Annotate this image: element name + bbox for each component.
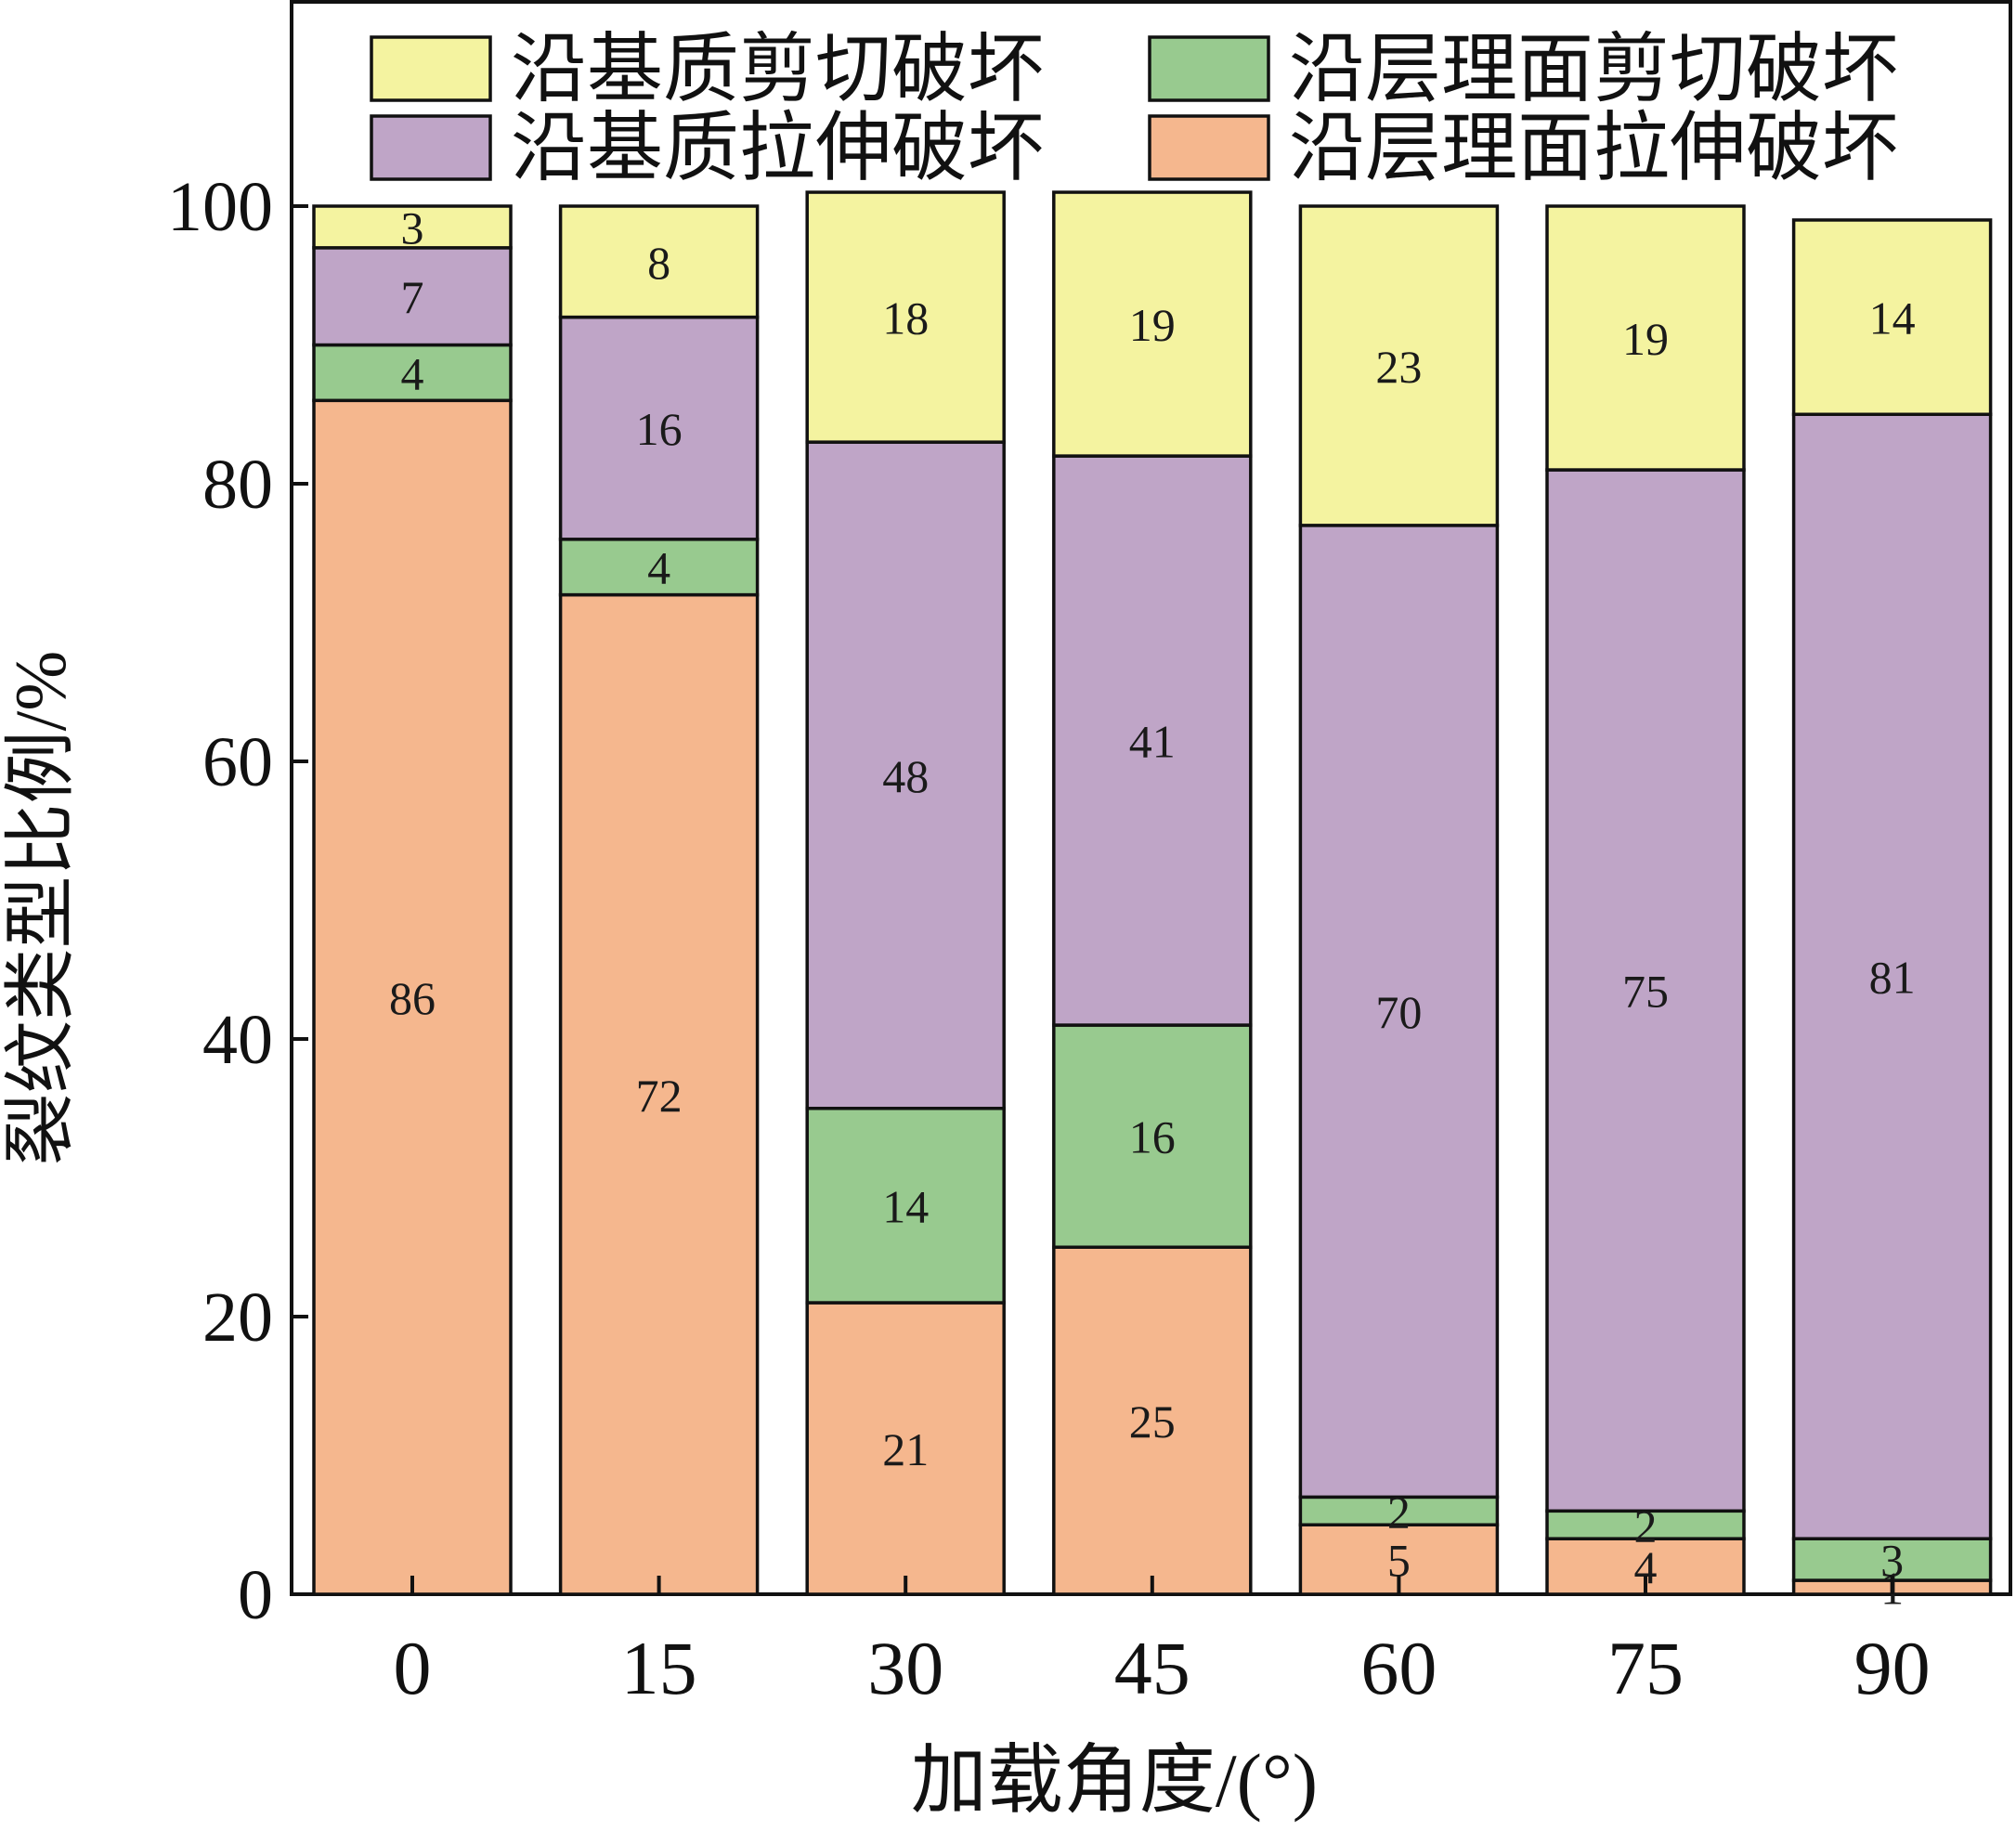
x-axis: 0 15 30 45 60 75 90 bbox=[394, 1576, 1931, 1710]
data-label-15-s0: 72 bbox=[636, 1070, 683, 1122]
data-label-60-s1: 2 bbox=[1387, 1486, 1411, 1538]
bars-group bbox=[312, 190, 1993, 1596]
data-label-0-s2: 7 bbox=[401, 271, 424, 323]
bar-segment-15-s3 bbox=[558, 204, 760, 319]
y-tick-label-0: 0 bbox=[238, 1556, 273, 1634]
bar-segment-90-s2 bbox=[1791, 412, 1993, 1540]
y-tick-label-40: 40 bbox=[202, 1001, 273, 1079]
legend-swatch-0 bbox=[1148, 114, 1270, 181]
bar-segment-90-s3 bbox=[1791, 218, 1993, 416]
legend-swatch-3 bbox=[370, 35, 492, 102]
bar-segment-15-s2 bbox=[558, 315, 760, 541]
legend-swatch-2 bbox=[370, 114, 492, 181]
bar-segment-45-s0 bbox=[1052, 1245, 1253, 1596]
bar-segment-0-s1 bbox=[312, 343, 513, 403]
x-tick-label-60: 60 bbox=[1360, 1626, 1437, 1710]
data-label-90-s3: 14 bbox=[1869, 292, 1916, 344]
bar-segment-60-s2 bbox=[1298, 524, 1500, 1500]
bar-segment-30-s3 bbox=[805, 190, 1006, 444]
data-label-30-s1: 14 bbox=[882, 1180, 929, 1232]
data-label-0-s1: 4 bbox=[401, 347, 424, 399]
data-label-45-s0: 25 bbox=[1129, 1396, 1176, 1448]
data-label-75-s2: 75 bbox=[1622, 966, 1669, 1018]
bar-segment-0-s3 bbox=[312, 204, 513, 250]
y-axis: 0 20 40 60 80 100 bbox=[167, 168, 308, 1634]
x-axis-title: 加载角度/(°) bbox=[911, 1738, 1318, 1823]
bar-segment-30-s2 bbox=[805, 440, 1006, 1110]
data-label-75-s1: 2 bbox=[1634, 1500, 1658, 1552]
x-tick-label-15: 15 bbox=[621, 1626, 697, 1710]
data-label-60-s3: 23 bbox=[1375, 341, 1422, 393]
data-label-15-s3: 8 bbox=[647, 237, 670, 289]
data-label-30-s2: 48 bbox=[882, 750, 929, 802]
bar-segment-75-s2 bbox=[1545, 468, 1746, 1513]
data-label-15-s1: 4 bbox=[647, 542, 670, 594]
x-tick-label-90: 90 bbox=[1854, 1626, 1931, 1710]
legend-label-2: 沿基质拉伸破坏 bbox=[511, 104, 1044, 192]
data-label-0-s0: 86 bbox=[389, 972, 436, 1024]
x-tick-label-75: 75 bbox=[1607, 1626, 1684, 1710]
y-tick-label-80: 80 bbox=[202, 446, 273, 524]
bar-segment-45-s1 bbox=[1052, 1023, 1253, 1250]
data-label-0-s3: 3 bbox=[401, 201, 424, 253]
x-tick-label-0: 0 bbox=[394, 1626, 432, 1710]
data-label-15-s2: 16 bbox=[636, 403, 683, 455]
data-label-60-s2: 70 bbox=[1375, 986, 1422, 1038]
bar-segment-15-s1 bbox=[558, 538, 760, 597]
data-label-45-s3: 19 bbox=[1129, 299, 1176, 351]
x-tick-label-45: 45 bbox=[1114, 1626, 1190, 1710]
y-tick-label-20: 20 bbox=[202, 1279, 273, 1357]
legend-label-0: 沿层理面拉伸破坏 bbox=[1289, 104, 1898, 192]
legend-label-1: 沿层理面剪切破坏 bbox=[1289, 25, 1898, 113]
data-label-90-s2: 81 bbox=[1869, 952, 1916, 1004]
y-tick-label-60: 60 bbox=[202, 723, 273, 801]
legend-label-3: 沿基质剪切破坏 bbox=[511, 25, 1044, 113]
bar-segment-45-s2 bbox=[1052, 454, 1253, 1027]
x-tick-label-30: 30 bbox=[867, 1626, 943, 1710]
y-tick-label-100: 100 bbox=[167, 168, 273, 246]
data-label-45-s2: 41 bbox=[1129, 716, 1176, 768]
bar-segment-30-s1 bbox=[805, 1107, 1006, 1305]
y-axis-title: 裂纹类型比例/% bbox=[0, 651, 81, 1166]
bar-segment-60-s3 bbox=[1298, 204, 1500, 527]
bar-segment-60-s1 bbox=[1298, 1495, 1500, 1526]
legend-swatch-1 bbox=[1148, 35, 1270, 102]
data-label-30-s0: 21 bbox=[882, 1423, 929, 1475]
bar-segment-30-s0 bbox=[805, 1301, 1006, 1596]
data-label-75-s3: 19 bbox=[1622, 313, 1669, 365]
data-label-30-s3: 18 bbox=[882, 292, 929, 344]
data-label-45-s1: 16 bbox=[1129, 1111, 1176, 1163]
segment-labels-group: 8647372416821144818251641195270234275191… bbox=[389, 201, 1916, 1614]
bar-segment-45-s3 bbox=[1052, 190, 1253, 458]
bar-segment-75-s3 bbox=[1545, 204, 1746, 472]
